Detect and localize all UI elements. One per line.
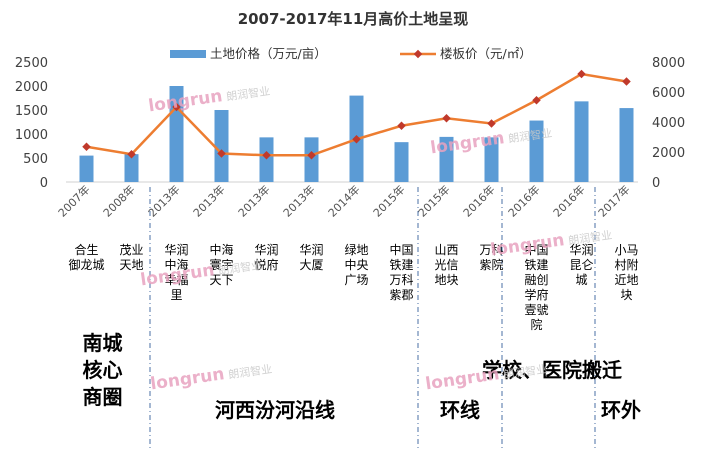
project-label-11: 华润 昆仑 城 [569, 243, 594, 287]
y-axis-right: 0 2000 4000 6000 8000 [652, 56, 685, 191]
line-point-5 [307, 151, 316, 160]
y-right-tick-label: 4000 [652, 116, 685, 131]
x-tick-label: 2015年 [415, 182, 452, 219]
x-tick-label: 2013年 [145, 182, 182, 219]
x-tick-label: 2016年 [550, 182, 587, 219]
project-label-12: 小马 村附 近地 块 [614, 243, 639, 302]
x-tick-label: 2014年 [325, 182, 362, 219]
region-ring: 环线 [440, 398, 480, 422]
bar-4 [259, 137, 274, 182]
separators [149, 187, 596, 450]
project-label-1: 茂业 天地 [119, 243, 144, 272]
line-point-7 [397, 121, 406, 130]
x-tick-label: 2016年 [505, 182, 542, 219]
x-tick-label: 2007年 [55, 182, 92, 219]
project-label-2: 华润 中海 幸福 里 [164, 243, 189, 302]
y-left-tick-label: 0 [40, 176, 48, 191]
bar-5 [304, 137, 319, 182]
line-point-1 [127, 150, 136, 159]
project-label-5: 华润 大厦 [299, 243, 324, 272]
x-tick-label: 2016年 [460, 182, 497, 219]
project-label-7: 中国 铁建 万科 紫郡 [389, 243, 414, 302]
y-left-tick-label: 1500 [15, 104, 48, 119]
line-point-9 [487, 119, 496, 128]
x-tick-label: 2013年 [235, 182, 272, 219]
bar-8 [439, 136, 454, 182]
y-axis-left: 0 500 1000 1500 2000 2500 [15, 56, 48, 191]
x-tick-label: 2013年 [190, 182, 227, 219]
x-tick-label: 2008年 [100, 182, 137, 219]
x-tick-label: 2013年 [280, 182, 317, 219]
bar-1 [124, 154, 139, 182]
legend-swatch-bar [170, 50, 206, 58]
y-left-tick-label: 1000 [15, 128, 48, 143]
region-school-hospital: 学校、医院搬迁 [482, 358, 622, 382]
y-right-tick-label: 0 [652, 176, 660, 191]
x-tick-label: 2015年 [370, 182, 407, 219]
project-label-0: 合生 御龙城 [68, 243, 105, 272]
line-point-3 [217, 149, 226, 158]
project-label-9: 万科 紫院 [479, 243, 504, 272]
bar-12 [619, 108, 634, 182]
legend-label-line: 楼板价（元/㎡） [440, 46, 532, 61]
project-label-4: 华润 悦府 [254, 243, 279, 272]
y-right-tick-label: 8000 [652, 56, 685, 71]
y-left-tick-label: 2000 [15, 80, 48, 95]
chart-title: 2007-2017年11月高价土地呈现 [238, 10, 469, 28]
line-point-6 [352, 135, 361, 144]
bar-7 [394, 142, 409, 182]
region-river: 河西汾河沿线 [215, 398, 335, 422]
y-left-tick-label: 2500 [15, 56, 48, 71]
project-label-8: 山西 光信 地块 [434, 243, 459, 287]
x-tick-label: 2017年 [595, 182, 632, 219]
bar-0 [79, 155, 94, 182]
legend-marker-line [413, 49, 423, 59]
legend-label-bar: 土地价格（万元/亩） [210, 46, 327, 61]
line-point-0 [82, 142, 91, 151]
line-point-12 [622, 77, 631, 86]
project-label-10: 中国 铁建 融创 学府 壹號 院 [524, 243, 549, 332]
line-point-2 [172, 102, 181, 112]
line-point-4 [262, 151, 271, 160]
region-outer: 环外 [601, 398, 641, 422]
x-axis-ticks: 2007年 2008年 2013年 2013年 2013年 2013年 2014年 2015年… [55, 182, 632, 219]
region-south-core: 南城 核心 商圈 [82, 331, 123, 409]
project-label-6: 绿地 中央 广场 [344, 243, 369, 287]
bar-9 [484, 137, 499, 182]
line-point-8 [442, 114, 451, 123]
bar-11 [574, 101, 589, 182]
bar-3 [214, 110, 229, 182]
y-right-tick-label: 2000 [652, 146, 685, 161]
y-right-tick-label: 6000 [652, 86, 685, 101]
y-left-tick-label: 500 [23, 152, 48, 167]
project-label-3: 中海 寰宇 天下 [209, 243, 234, 287]
bar-10 [529, 120, 544, 182]
legend: 土地价格（万元/亩） 楼板价（元/㎡） [170, 46, 532, 61]
